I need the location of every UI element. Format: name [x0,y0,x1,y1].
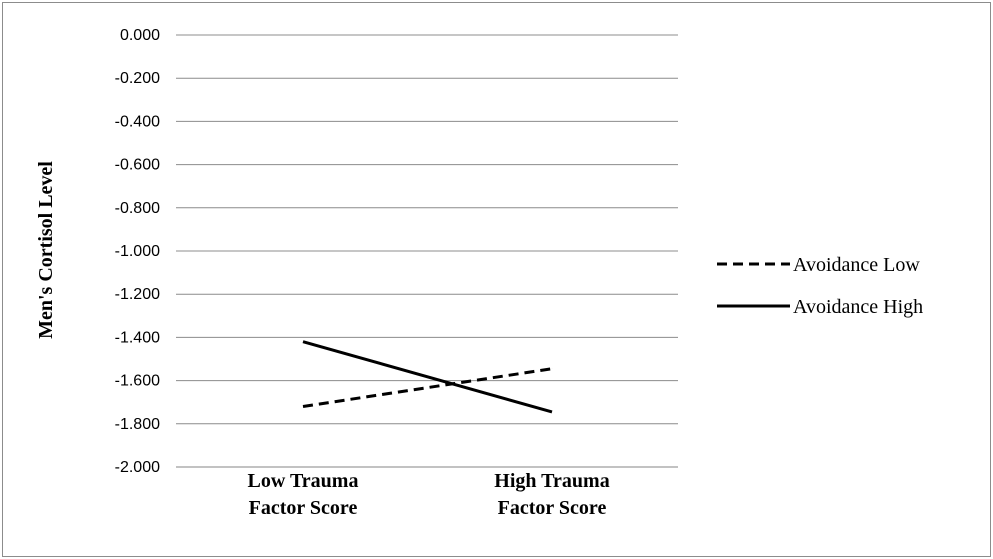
x-category-label: Factor Score [249,497,358,519]
legend: Avoidance Low Avoidance High [717,254,923,318]
y-tick-label: -1.000 [115,243,160,260]
y-tick-label: -0.200 [115,70,160,87]
y-tick-label: 0.000 [120,27,160,44]
y-tick-label: -1.400 [115,329,160,346]
series-lines [302,340,553,414]
x-category-labels: Low Trauma Factor Score High Trauma Factor … [248,470,610,519]
series-line-avoidance-low [302,367,553,409]
y-tick-label: -0.800 [115,200,160,217]
y-tick-label: -0.400 [115,113,160,130]
gridlines [176,34,678,468]
x-category-label: Factor Score [498,497,607,519]
y-tick-label: -0.600 [115,157,160,174]
y-tick-label: -2.000 [115,459,160,476]
x-category-label: High Trauma [494,470,609,492]
x-category-label: Low Trauma [248,470,359,492]
series-line-avoidance-high [302,340,553,414]
legend-label: Avoidance High [793,296,923,318]
y-tick-label: -1.600 [115,373,160,390]
y-axis-title: Men's Cortisol Level [35,161,57,339]
y-tick-label: -1.800 [115,416,160,433]
legend-label: Avoidance Low [793,254,920,276]
y-tick-labels: 0.000 -0.200 -0.400 -0.600 -0.800 -1.000 -1.20… [115,27,160,476]
y-tick-label: -1.200 [115,286,160,303]
